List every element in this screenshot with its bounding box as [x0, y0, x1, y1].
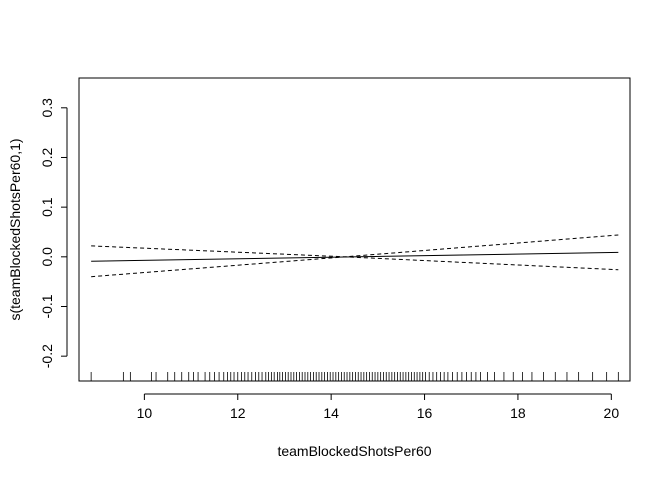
y-tick-label: 0.0 [39, 247, 55, 267]
x-tick-label: 16 [417, 405, 433, 421]
x-axis-label: teamBlockedShotsPer60 [277, 443, 431, 459]
y-axis: -0.2 -0.1 0.0 0.1 0.2 0.3 [39, 98, 68, 368]
rug-plot [90, 372, 619, 381]
x-axis: 10 12 14 16 18 20 [137, 393, 620, 421]
y-tick-label: 0.3 [39, 98, 55, 118]
plot-frame [78, 77, 631, 382]
x-tick-label: 10 [137, 405, 153, 421]
y-tick-label: 0.1 [39, 197, 55, 217]
x-tick-label: 18 [510, 405, 526, 421]
y-axis-label: s(teamBlockedShotsPer60,1) [7, 138, 23, 320]
confidence-band-line-2 [91, 245, 619, 271]
x-tick-label: 20 [604, 405, 620, 421]
y-tick-label: -0.1 [39, 294, 55, 318]
smooth-estimate-line [91, 251, 619, 262]
x-tick-label: 12 [230, 405, 246, 421]
series-lines [91, 234, 619, 278]
x-tick-label: 14 [323, 405, 339, 421]
y-tick-label: -0.2 [39, 344, 55, 368]
y-tick-label: 0.2 [39, 148, 55, 168]
confidence-band-line-1 [91, 234, 619, 278]
